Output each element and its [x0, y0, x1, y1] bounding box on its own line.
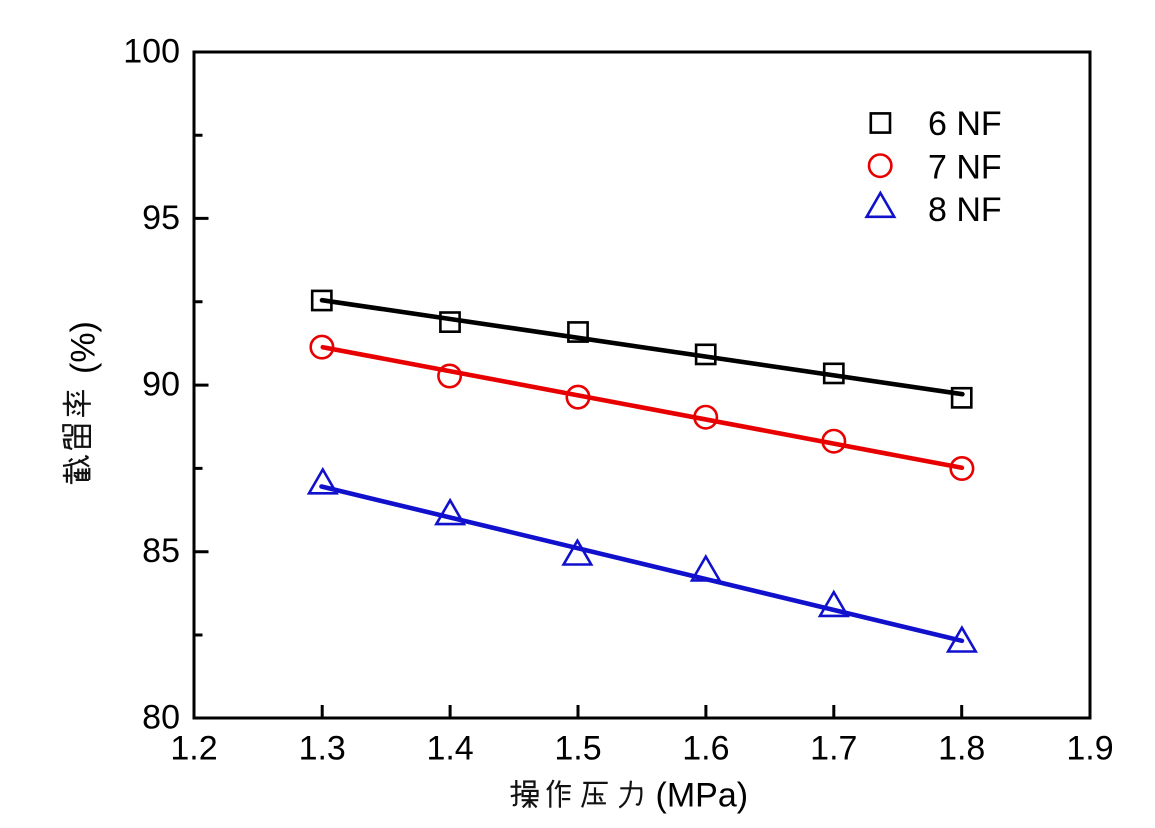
svg-text:(MPa): (MPa): [656, 777, 749, 815]
svg-text:85: 85: [142, 532, 180, 570]
svg-text:(%): (%): [65, 321, 103, 374]
svg-text:1.2: 1.2: [170, 730, 217, 768]
svg-text:1.7: 1.7: [810, 730, 857, 768]
svg-text:95: 95: [142, 199, 180, 237]
svg-text:1.6: 1.6: [682, 730, 729, 768]
svg-text:1.3: 1.3: [299, 730, 346, 768]
svg-text:7 NF: 7 NF: [928, 149, 1002, 187]
svg-text:1.4: 1.4: [426, 730, 473, 768]
svg-text:100: 100: [123, 33, 180, 71]
svg-text:80: 80: [142, 699, 180, 737]
svg-text:6 NF: 6 NF: [928, 105, 1002, 143]
svg-text:90: 90: [142, 366, 180, 404]
svg-text:8 NF: 8 NF: [928, 191, 1002, 229]
svg-text:1.9: 1.9: [1066, 730, 1113, 768]
svg-text:1.5: 1.5: [554, 730, 601, 768]
svg-text:1.8: 1.8: [938, 730, 985, 768]
